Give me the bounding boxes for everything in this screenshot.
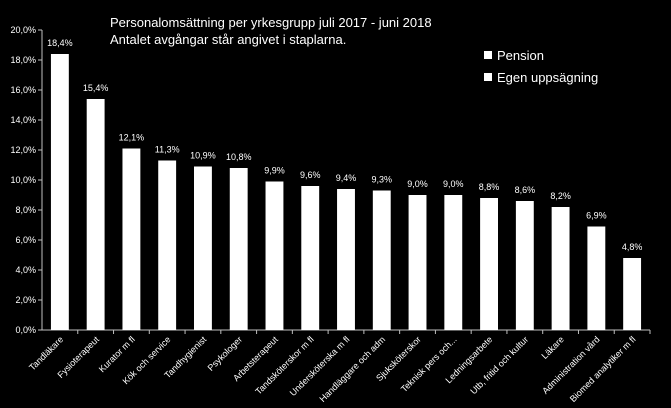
y-tick-label: 10,0%: [10, 175, 36, 185]
y-tick-label: 4,0%: [15, 265, 36, 275]
x-category-label: Psykologer: [206, 334, 245, 373]
data-label: 10,9%: [190, 151, 216, 161]
legend-swatch-pension: [484, 51, 492, 59]
y-tick-label: 6,0%: [15, 235, 36, 245]
data-label: 8,8%: [479, 182, 500, 192]
data-label: 9,6%: [300, 170, 321, 180]
legend-swatch-egen-uppsagning: [484, 73, 492, 81]
data-label: 10,8%: [226, 152, 252, 162]
bar: [194, 166, 212, 330]
data-label: 8,2%: [550, 191, 571, 201]
y-tick-label: 12,0%: [10, 145, 36, 155]
y-tick-label: 2,0%: [15, 295, 36, 305]
bar: [50, 54, 69, 330]
bar: [158, 160, 177, 330]
bar: [444, 195, 463, 330]
legend: Pension Egen uppsägning: [484, 44, 598, 88]
x-category-label: Handläggare och adm: [317, 334, 387, 404]
x-category-label: Läkare: [539, 334, 566, 361]
x-category-label: Tandläkare: [27, 334, 65, 372]
data-label: 6,9%: [586, 211, 607, 221]
chart-subtitle: Antalet avgångar står angivet i staplarn…: [110, 32, 347, 47]
legend-item-pension: Pension: [484, 44, 598, 66]
legend-item-egen-uppsagning: Egen uppsägning: [484, 66, 598, 88]
bar: [587, 226, 606, 330]
data-label: 9,0%: [443, 179, 464, 189]
y-tick-label: 8,0%: [15, 205, 36, 215]
y-tick-label: 16,0%: [10, 85, 36, 95]
data-label: 9,9%: [264, 166, 285, 176]
legend-label-egen-uppsagning: Egen uppsägning: [497, 69, 599, 85]
x-category-label: Undersköterska m fl: [288, 334, 352, 398]
bar: [480, 198, 498, 330]
data-label: 4,8%: [622, 242, 643, 252]
bar: [86, 99, 105, 330]
data-label: 15,4%: [83, 83, 109, 93]
y-tick-label: 18,0%: [10, 55, 36, 65]
y-tick-label: 14,0%: [10, 115, 36, 125]
data-label: 11,3%: [155, 145, 180, 155]
data-label: 8,6%: [515, 185, 536, 195]
bar: [408, 195, 427, 330]
data-label: 18,4%: [47, 38, 73, 48]
bar: [515, 201, 534, 330]
data-label: 9,4%: [336, 173, 357, 183]
y-tick-label: 20,0%: [10, 25, 36, 35]
bar: [122, 148, 141, 330]
data-label: 9,3%: [372, 175, 393, 185]
legend-label-pension: Pension: [497, 47, 544, 63]
data-label: 12,1%: [119, 133, 145, 143]
chart-title: Personalomsättning per yrkesgrupp juli 2…: [110, 15, 432, 30]
bar: [337, 189, 355, 330]
chart-title-block: Personalomsättning per yrkesgrupp juli 2…: [110, 14, 432, 48]
bar: [551, 207, 570, 330]
bar: [623, 258, 642, 330]
data-label: 9,0%: [407, 179, 428, 189]
bar: [265, 181, 284, 330]
y-tick-label: 0,0%: [15, 325, 36, 335]
bar: [301, 186, 320, 330]
bar: [372, 190, 391, 330]
x-category-label: Biomed analytiker m fl: [568, 334, 638, 404]
bar: [229, 168, 248, 330]
